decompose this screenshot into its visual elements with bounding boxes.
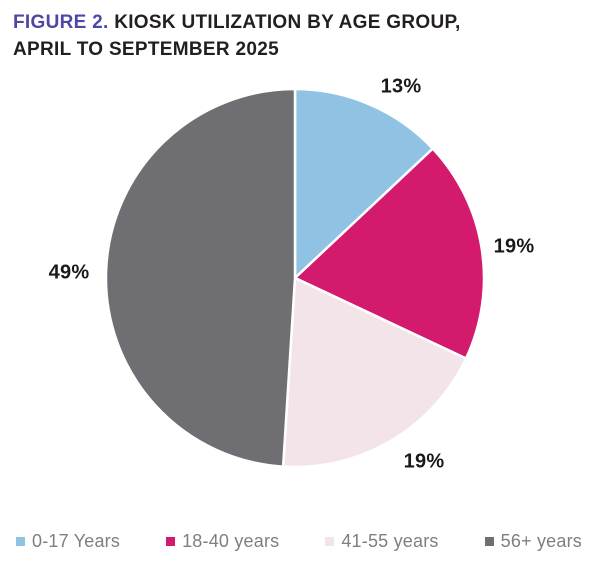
- legend-item-41-55-years: 41-55 years: [325, 531, 438, 552]
- legend-label-18-40-years: 18-40 years: [182, 530, 280, 551]
- legend-item-0-17-years: 0-17 Years: [16, 531, 120, 552]
- figure-number-label: FIGURE 2.: [13, 12, 109, 33]
- pie-slice-41-55-years: [281, 276, 468, 469]
- legend-swatch-18-40-years-icon: [166, 536, 176, 546]
- figure-title-line1: KIOSK UTILIZATION BY AGE GROUP,: [108, 12, 461, 33]
- legend: 0-17 Years 18-40 years 41-55 years 56+ y…: [0, 528, 600, 554]
- pie-slice-18-40-years: [293, 147, 486, 360]
- legend-label-41-55-years: 41-55 years: [341, 530, 439, 551]
- legend-item-18-40-years: 18-40 years: [166, 531, 279, 552]
- pie-slice-0-17-years: [293, 87, 435, 280]
- pie-slice-56-years: [104, 87, 297, 468]
- slice-label-56-plus-years: 49%: [48, 261, 90, 284]
- legend-swatch-56-plus-years-icon: [484, 536, 494, 546]
- figure-title: FIGURE 2. KIOSK UTILIZATION BY AGE GROUP…: [13, 9, 461, 63]
- legend-item-56-plus-years: 56+ years: [484, 530, 582, 552]
- slice-label-18-40-years: 19%: [493, 235, 535, 258]
- legend-swatch-0-17-years-icon: [16, 536, 25, 546]
- figure-title-line2: APRIL TO SEPTEMBER 2025: [13, 39, 279, 60]
- slice-label-41-55-years: 19%: [403, 450, 445, 473]
- slice-label-0-17-years: 13%: [380, 75, 422, 98]
- legend-label-56-plus-years: 56+ years: [500, 530, 582, 551]
- legend-swatch-41-55-years-icon: [325, 536, 335, 546]
- legend-label-0-17-years: 0-17 Years: [32, 530, 121, 551]
